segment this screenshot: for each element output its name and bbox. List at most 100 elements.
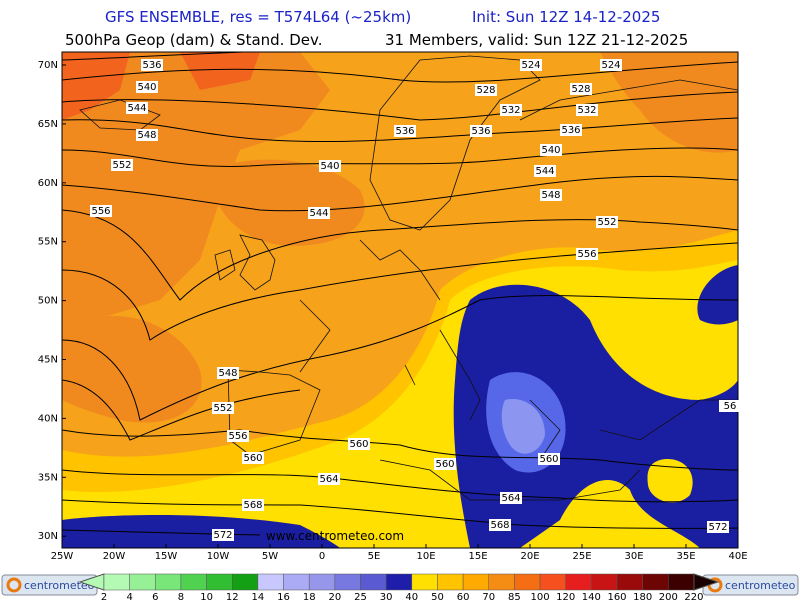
contour-label: 552: [213, 403, 232, 414]
colorbar-swatch: [539, 573, 566, 591]
contour-label: 564: [319, 474, 338, 485]
lon-label: 25E: [572, 551, 591, 562]
contour-label: 544: [535, 166, 554, 177]
contour-label-bg: [576, 104, 598, 116]
colorbar-label: 16: [277, 592, 290, 600]
contour-label-bg: [136, 81, 158, 93]
contour-label: 548: [541, 190, 560, 201]
contour-label: 528: [571, 84, 590, 95]
contour-label-bg: [126, 102, 148, 114]
colorbar-label: 2: [101, 592, 107, 600]
lon-label: 15W: [155, 551, 178, 562]
contour-label: 524: [601, 60, 620, 71]
map-frame: [61, 51, 739, 549]
logo-left: centrometeo: [24, 579, 95, 592]
contour-label: 524: [521, 60, 540, 71]
colorbar-swatch: [385, 573, 413, 591]
colorbar-swatch: [283, 573, 310, 591]
lon-label: 30E: [624, 551, 643, 562]
contour-label-bg: [470, 125, 492, 137]
lon-label: 5E: [368, 551, 381, 562]
lon-label: 25W: [51, 551, 74, 562]
contour-label: 528: [476, 85, 495, 96]
contour-label: 560: [539, 454, 558, 465]
contour-label: 536: [142, 60, 161, 71]
lat-label: 70N: [38, 60, 58, 71]
colorbar-swatch: [488, 573, 515, 591]
contour-label: 548: [137, 130, 156, 141]
colorbar-label: 10: [200, 592, 213, 600]
contour-label-bg: [596, 216, 618, 228]
colorbar-label: 20: [328, 592, 341, 600]
colorbar-swatch: [232, 573, 259, 591]
colorbar-label: 160: [607, 592, 626, 600]
contour-label: 532: [577, 105, 596, 116]
contour-label: 540: [137, 82, 156, 93]
contour-label: 560: [435, 459, 454, 470]
colorbar-label: 220: [684, 592, 703, 600]
contour-label: 544: [309, 208, 328, 219]
contour-label-bg: [707, 521, 729, 533]
colorbar-label: 180: [633, 592, 652, 600]
contour-label-bg: [212, 529, 234, 541]
colorbar-label: 12: [226, 592, 239, 600]
contour-label: 556: [577, 249, 596, 260]
contour-label: 548: [218, 368, 237, 379]
contour-label-bg: [570, 83, 592, 95]
colorbar-swatch: [437, 573, 464, 591]
colorbar-label: 4: [126, 592, 132, 600]
colorbar-swatch: [642, 573, 669, 591]
colorbar-label: 120: [556, 592, 575, 600]
contour-label-bg: [576, 248, 598, 260]
colorbar-label: 85: [508, 592, 521, 600]
colorbar-label: 6: [152, 592, 158, 600]
contour-label-bg: [319, 160, 341, 172]
colorbar-swatch: [411, 573, 438, 591]
contour-label: 564: [501, 493, 520, 504]
colorbar-swatch: [591, 573, 618, 591]
contour-label-bg: [434, 458, 456, 470]
logo-icon: [6, 577, 22, 593]
colorbar-swatch: [462, 573, 490, 591]
contour-label: 56: [724, 401, 737, 412]
colorbar-label: 25: [354, 592, 367, 600]
contour-label-bg: [538, 453, 560, 465]
contour-label: 536: [561, 125, 580, 136]
lat-label: 30N: [38, 531, 58, 542]
valid-time: 31 Members, valid: Sun 12Z 21-12-2025: [385, 31, 688, 49]
contour-label-bg: [560, 124, 582, 136]
colorbar-swatch: [155, 573, 182, 591]
colorbar-swatch: [360, 573, 387, 591]
colorbar-swatch: [180, 573, 207, 591]
colorbar-label: 100: [531, 592, 550, 600]
lat-label: 45N: [38, 355, 58, 366]
contour-label-bg: [540, 189, 562, 201]
contour-label-bg: [136, 129, 158, 141]
contour-label-bg: [348, 438, 370, 450]
colorbar-label: 8: [178, 592, 184, 600]
colorbar-swatch: [514, 573, 541, 591]
contour-label: 556: [91, 206, 110, 217]
contour-label-bg: [719, 400, 741, 412]
lon-label: 15E: [468, 551, 487, 562]
contour-label: 540: [320, 161, 339, 172]
colorbar-swatch: [334, 573, 361, 591]
lat-label: 50N: [38, 296, 58, 307]
colorbar-swatch: [103, 573, 130, 591]
lat-label: 65N: [38, 119, 58, 130]
lat-label: 55N: [38, 237, 58, 248]
contour-label: 536: [471, 126, 490, 137]
contour-label: 560: [349, 439, 368, 450]
contour-label-bg: [242, 452, 264, 464]
contour-label-bg: [318, 473, 340, 485]
colorbar-label: 50: [431, 592, 444, 600]
lon-label: 10E: [416, 551, 435, 562]
model-title: GFS ENSEMBLE, res = T574L64 (~25km): [105, 8, 411, 26]
lon-label: 0: [319, 551, 325, 562]
contour-label-bg: [394, 125, 416, 137]
contour-label-bg: [520, 59, 542, 71]
lon-label: 20W: [103, 551, 126, 562]
contour-label: 556: [228, 431, 247, 442]
colorbar-cap: [693, 573, 720, 591]
contour-label-bg: [111, 159, 133, 171]
